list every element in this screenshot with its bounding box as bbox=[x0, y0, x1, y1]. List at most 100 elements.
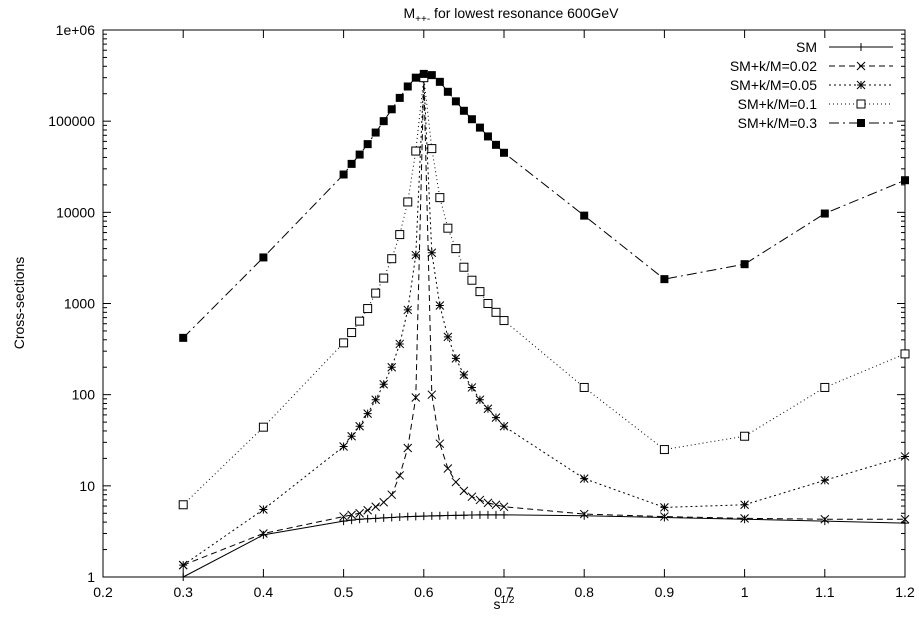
data-point bbox=[435, 77, 444, 86]
data-point bbox=[659, 445, 669, 455]
data-point bbox=[371, 514, 380, 523]
y-tick-label: 1000 bbox=[64, 296, 95, 312]
data-point bbox=[371, 288, 381, 298]
data-point bbox=[395, 339, 405, 349]
data-point bbox=[395, 471, 405, 480]
data-point bbox=[403, 197, 413, 207]
data-point bbox=[459, 486, 469, 496]
data-point bbox=[475, 123, 484, 132]
y-tick-label: 1e+06 bbox=[56, 22, 96, 38]
data-point bbox=[451, 511, 460, 520]
legend-label: SM+k/M=0.05 bbox=[730, 77, 817, 93]
data-point bbox=[451, 477, 461, 487]
legend-marker bbox=[857, 43, 865, 51]
data-point bbox=[427, 71, 436, 80]
legend: SM SM+k/M=0.02 SM+k/M=0.05 SM+k/M=0.1 SM+k/M… bbox=[730, 39, 893, 131]
data-point bbox=[178, 500, 188, 510]
data-point bbox=[435, 301, 445, 310]
data-point bbox=[451, 97, 460, 106]
data-point bbox=[387, 362, 397, 372]
data-point bbox=[443, 511, 452, 520]
data-point bbox=[395, 230, 405, 240]
data-point bbox=[483, 404, 493, 414]
data-point bbox=[435, 511, 444, 520]
data-point bbox=[347, 431, 356, 441]
data-point bbox=[459, 262, 469, 272]
data-point bbox=[258, 422, 268, 432]
legend-marker bbox=[856, 80, 866, 90]
data-point bbox=[820, 517, 829, 526]
data-point bbox=[435, 439, 445, 449]
data-point bbox=[347, 328, 357, 338]
data-point bbox=[475, 395, 485, 405]
data-point bbox=[500, 148, 508, 157]
data-point bbox=[483, 299, 493, 308]
data-point bbox=[579, 382, 589, 392]
data-point bbox=[387, 490, 397, 500]
data-point bbox=[411, 393, 421, 402]
series-2 bbox=[178, 73, 910, 570]
data-point bbox=[355, 508, 364, 518]
data-point bbox=[395, 93, 404, 102]
series-5 bbox=[179, 69, 909, 342]
data-point bbox=[459, 370, 469, 380]
data-point bbox=[467, 511, 476, 520]
data-point bbox=[491, 500, 501, 510]
data-point bbox=[355, 150, 364, 159]
data-point bbox=[355, 316, 365, 326]
x-tick-label: 0.7 bbox=[494, 584, 514, 600]
data-point bbox=[379, 497, 389, 507]
y-tick-label: 100000 bbox=[48, 113, 95, 129]
data-point bbox=[259, 253, 268, 262]
series-line bbox=[182, 77, 906, 506]
data-point bbox=[820, 514, 830, 524]
data-point bbox=[467, 115, 476, 124]
data-point bbox=[347, 510, 356, 520]
data-point bbox=[443, 332, 453, 342]
chart-title-main: M bbox=[403, 5, 415, 21]
x-tick-label: 0.2 bbox=[93, 584, 113, 600]
data-point bbox=[403, 305, 413, 315]
data-point bbox=[467, 383, 477, 392]
x-tick-label: 1.2 bbox=[895, 584, 915, 600]
series-line bbox=[182, 514, 906, 578]
x-axis-title-main: s bbox=[494, 596, 501, 612]
data-point bbox=[427, 144, 437, 154]
data-point bbox=[363, 304, 373, 314]
data-point bbox=[579, 474, 589, 483]
data-point bbox=[427, 511, 436, 520]
data-point bbox=[427, 248, 437, 258]
data-point bbox=[740, 500, 749, 510]
data-point bbox=[355, 421, 364, 431]
data-point bbox=[660, 275, 669, 284]
legend-label: SM+k/M=0.1 bbox=[738, 96, 818, 112]
data-point bbox=[339, 512, 348, 521]
y-tick-label: 10 bbox=[79, 478, 95, 494]
data-point bbox=[411, 73, 420, 82]
data-point bbox=[660, 513, 669, 522]
data-point bbox=[435, 193, 445, 203]
data-point bbox=[491, 140, 500, 149]
data-point bbox=[419, 69, 428, 78]
series-line bbox=[182, 77, 906, 566]
data-point bbox=[820, 475, 830, 485]
x-tick-label: 0.8 bbox=[574, 584, 594, 600]
data-point bbox=[580, 211, 589, 220]
data-point bbox=[355, 515, 364, 524]
data-point bbox=[660, 503, 669, 512]
data-point bbox=[403, 512, 412, 521]
data-point bbox=[740, 513, 749, 523]
series-line bbox=[183, 77, 905, 566]
data-point bbox=[347, 159, 356, 168]
data-point bbox=[901, 519, 909, 528]
x-tick-label: 0.6 bbox=[414, 584, 434, 600]
data-point bbox=[491, 307, 501, 317]
data-point bbox=[387, 254, 397, 264]
data-point bbox=[475, 510, 484, 519]
data-point bbox=[491, 413, 501, 422]
data-point bbox=[467, 275, 477, 285]
data-point bbox=[483, 510, 492, 519]
axis-ticks: 0.2 0.3 0.4 0.5 0.6 0.7 0.8 0.9 1 1.1 1.2 1 10 100 100… bbox=[48, 22, 915, 600]
data-point bbox=[259, 529, 268, 538]
